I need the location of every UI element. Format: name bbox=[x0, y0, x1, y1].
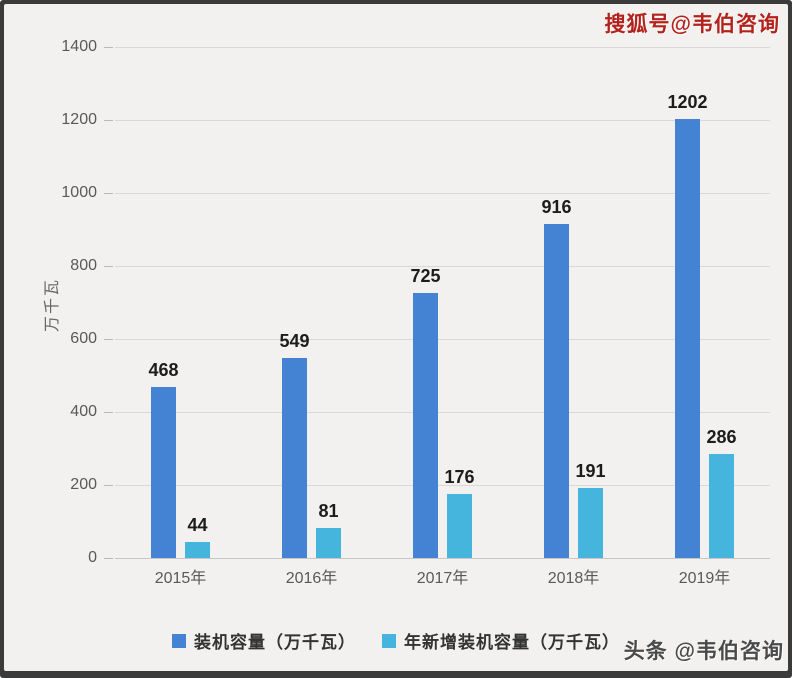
legend-label: 年新增装机容量（万千瓦） bbox=[404, 633, 620, 652]
x-axis: 2015年 2016年 2017年 2018年 2019年 bbox=[115, 564, 770, 588]
gridline-400 bbox=[115, 412, 770, 413]
bar-2016年-series1 bbox=[282, 357, 307, 558]
bar-2017年-series1 bbox=[413, 293, 438, 558]
legend-swatch-icon bbox=[382, 633, 396, 648]
x-tick-label-2019年: 2019年 bbox=[678, 570, 731, 587]
gridline-0 bbox=[115, 558, 770, 559]
gridline-800 bbox=[115, 266, 770, 267]
x-tick-label-2016年: 2016年 bbox=[285, 570, 338, 587]
gridline-1400 bbox=[115, 47, 770, 48]
y-tick-label: 600 bbox=[70, 330, 97, 347]
bar-value-label: 81 bbox=[318, 501, 339, 522]
bar-value-label: 286 bbox=[706, 426, 737, 447]
plot-area: 468 44 549 81 725 176 916 191 1202 286 bbox=[115, 47, 770, 559]
chart-panel: 搜狐号@韦伯咨询 万千瓦 0 200 400 600 800 1000 1200 1400 4… bbox=[4, 4, 788, 671]
bar-2018年-series1 bbox=[544, 223, 569, 558]
y-tick-mark bbox=[104, 339, 113, 340]
y-tick-label: 1200 bbox=[61, 111, 97, 128]
bar-value-label: 1202 bbox=[667, 92, 708, 113]
x-tick-label-2018年: 2018年 bbox=[547, 570, 600, 587]
bar-value-label: 549 bbox=[279, 330, 310, 351]
x-tick-label-2015年: 2015年 bbox=[154, 570, 207, 587]
y-tick-mark bbox=[104, 193, 113, 194]
bar-value-label: 44 bbox=[187, 514, 208, 535]
bar-2017年-series2 bbox=[447, 493, 472, 558]
gridline-200 bbox=[115, 485, 770, 486]
legend-item-2: 年新增装机容量（万千瓦） bbox=[382, 628, 620, 653]
gridline-1200 bbox=[115, 120, 770, 121]
y-tick-mark bbox=[104, 558, 113, 559]
gridline-1000 bbox=[115, 193, 770, 194]
bar-2018年-series2 bbox=[578, 488, 603, 558]
y-tick-mark bbox=[104, 47, 113, 48]
toutiao-watermark: 头条 @韦伯咨询 bbox=[623, 640, 784, 663]
y-tick-label: 1400 bbox=[61, 38, 97, 55]
y-tick-label: 1000 bbox=[61, 184, 97, 201]
y-tick-mark bbox=[104, 485, 113, 486]
bar-2019年-series1 bbox=[675, 119, 700, 558]
y-tick-mark bbox=[104, 266, 113, 267]
bar-2015年-series1 bbox=[151, 387, 176, 558]
bar-value-label: 176 bbox=[444, 466, 475, 487]
bar-value-label: 468 bbox=[148, 360, 179, 381]
sohu-watermark: 搜狐号@韦伯咨询 bbox=[604, 13, 780, 36]
y-axis: 0 200 400 600 800 1000 1200 1400 bbox=[4, 38, 115, 566]
y-tick-label: 200 bbox=[70, 476, 97, 493]
y-tick-label: 0 bbox=[88, 549, 97, 566]
bar-value-label: 191 bbox=[575, 461, 606, 482]
bar-2015年-series2 bbox=[185, 541, 210, 558]
legend-label: 装机容量（万千瓦） bbox=[194, 633, 356, 652]
bar-value-label: 916 bbox=[541, 196, 572, 217]
y-tick-label: 400 bbox=[70, 403, 97, 420]
x-tick-label-2017年: 2017年 bbox=[416, 570, 469, 587]
y-tick-label: 800 bbox=[70, 257, 97, 274]
legend: 装机容量（万千瓦） 年新增装机容量（万千瓦） bbox=[4, 628, 788, 653]
bar-2019年-series2 bbox=[709, 453, 734, 558]
y-tick-mark bbox=[104, 412, 113, 413]
bar-2016年-series2 bbox=[316, 528, 341, 558]
bar-value-label: 725 bbox=[410, 266, 441, 287]
legend-item-1: 装机容量（万千瓦） bbox=[172, 628, 356, 653]
y-tick-mark bbox=[104, 120, 113, 121]
legend-swatch-icon bbox=[172, 633, 186, 648]
gridline-600 bbox=[115, 339, 770, 340]
